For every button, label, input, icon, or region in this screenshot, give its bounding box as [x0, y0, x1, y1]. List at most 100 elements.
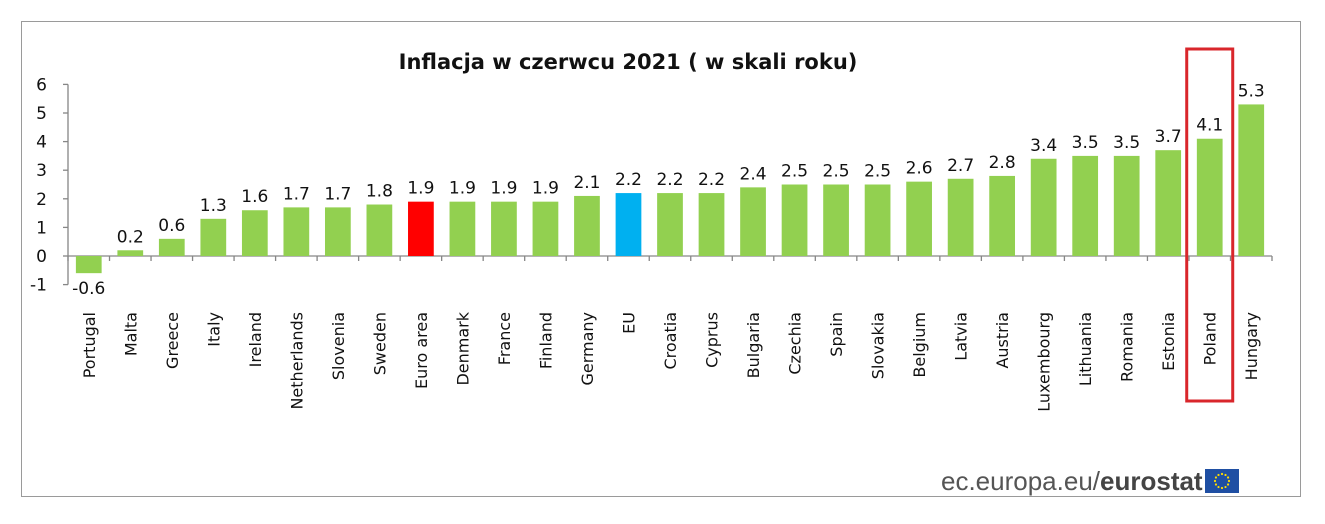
y-axis: 6 5 4 3 2 1 0 -1: [30, 75, 69, 296]
bar-finland: [532, 201, 559, 256]
data-label: 2.5: [864, 162, 891, 182]
chart-title: Inflacja w czerwcu 2021 ( w skali roku): [399, 50, 858, 74]
eu-star-icon: [1216, 473, 1220, 477]
eu-star-icon: [1226, 483, 1229, 486]
eu-star-icon: [1227, 479, 1230, 483]
eu-star-icon: [1223, 485, 1227, 489]
category-label: Malta: [121, 312, 140, 356]
data-label: 1.9: [449, 179, 476, 199]
bar-bulgaria: [740, 187, 766, 256]
category-label: Hungary: [1242, 312, 1261, 380]
data-label: 3.4: [1030, 136, 1057, 156]
category-label: Ireland: [246, 312, 265, 367]
data-labels-group: -0.6 0.2 0.6 1.3 1.6 1.7 1.7 1.8 1.9 1.9 1.9 1.9 2.1…: [72, 81, 1265, 299]
data-label: 5.3: [1238, 81, 1265, 101]
category-label: Estonia: [1159, 312, 1178, 371]
category-label: Italy: [204, 312, 223, 347]
data-label: 1.6: [241, 187, 268, 207]
data-label: 1.7: [283, 184, 310, 204]
bar-slovenia: [324, 207, 351, 256]
bar-hungary: [1238, 104, 1265, 256]
eu-flag-icon: [1204, 469, 1239, 493]
eu-star-icon: [1214, 483, 1217, 486]
data-label: 4.1: [1196, 116, 1223, 136]
eu-stars-icon: [1213, 472, 1230, 490]
data-label: 2.8: [989, 153, 1016, 173]
bar-greece: [158, 238, 185, 256]
data-label: 2.5: [781, 162, 808, 182]
y-tick-label: 4: [36, 133, 47, 153]
y-tick-label: 1: [36, 218, 47, 238]
source-logo: ec.europa.eu/eurostat: [941, 466, 1239, 497]
bar-estonia: [1155, 150, 1182, 256]
data-label: 2.5: [823, 162, 850, 182]
category-label: Lithuania: [1076, 312, 1095, 386]
data-label: 3.7: [1155, 127, 1182, 147]
eu-star-icon: [1223, 473, 1227, 477]
data-label: 3.5: [1113, 133, 1140, 153]
category-label: Slovakia: [869, 312, 888, 379]
category-label: France: [495, 312, 514, 365]
bar-slovakia: [864, 184, 891, 256]
eu-star-icon: [1213, 479, 1216, 483]
eu-star-icon: [1214, 476, 1217, 479]
category-label: Croatia: [661, 312, 680, 370]
data-label: 2.1: [573, 173, 600, 193]
category-label: Luxembourg: [1035, 312, 1054, 412]
bar-spain: [823, 184, 849, 256]
category-label: Slovenia: [329, 312, 348, 380]
data-label: 2.6: [906, 159, 933, 179]
category-label: Sweden: [370, 312, 389, 375]
eu-star-icon: [1220, 472, 1223, 476]
category-label: Denmark: [453, 311, 472, 385]
data-label: 1.3: [200, 196, 227, 216]
y-tick-label: 2: [36, 190, 47, 210]
bar-poland: [1196, 138, 1223, 256]
data-label: 0.6: [158, 216, 185, 236]
y-tick-label: 5: [36, 104, 47, 124]
eu-star-icon: [1220, 486, 1223, 490]
category-label: Austria: [993, 312, 1012, 369]
bar-ireland: [241, 210, 268, 256]
bar-euro-area: [408, 201, 434, 256]
bar-belgium: [906, 181, 932, 256]
y-tick-label: 0: [36, 247, 47, 267]
category-label: Portugal: [80, 312, 99, 378]
bars-group: [75, 104, 1265, 274]
category-label: Latvia: [952, 312, 971, 361]
y-tick-label: 3: [36, 161, 47, 181]
x-axis: [67, 255, 1273, 261]
category-label: Bulgaria: [744, 312, 763, 378]
data-label: 2.2: [615, 170, 642, 190]
eu-star-icon: [1216, 485, 1220, 489]
data-label: 0.2: [117, 227, 144, 247]
bar-croatia: [657, 193, 683, 256]
bar-eu: [615, 193, 642, 256]
category-label: Romania: [1118, 312, 1137, 382]
category-label: Belgium: [910, 312, 929, 378]
bar-italy: [200, 218, 227, 256]
bar-czechia: [781, 184, 808, 256]
bar-lithuania: [1072, 155, 1099, 256]
data-label: 1.7: [324, 184, 351, 204]
data-label: 1.9: [490, 179, 517, 199]
data-label: 2.2: [698, 170, 725, 190]
category-label: Cyprus: [703, 312, 722, 368]
data-label: 3.5: [1072, 133, 1099, 153]
category-label: Finland: [536, 312, 555, 369]
y-tick-label: 6: [36, 75, 47, 95]
bar-austria: [989, 175, 1016, 256]
source-prefix: ec.europa.eu/: [941, 466, 1101, 496]
data-label: 2.4: [740, 164, 767, 184]
category-label: Euro area: [412, 312, 431, 389]
category-label: EU: [619, 312, 638, 334]
data-label: -0.6: [72, 279, 105, 299]
category-label: Spain: [827, 312, 846, 357]
y-tick-label: -1: [30, 276, 47, 296]
data-label: 1.9: [532, 179, 559, 199]
chart-frame: [21, 21, 1301, 497]
bar-cyprus: [698, 193, 725, 256]
bar-denmark: [449, 201, 476, 256]
bar-portugal: [75, 256, 102, 274]
